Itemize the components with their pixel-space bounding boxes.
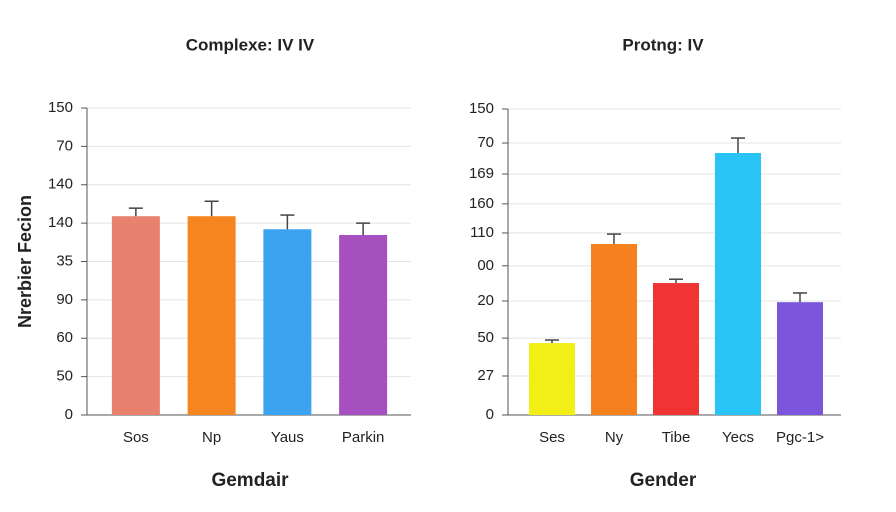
y-tick-label: 50 [56,368,73,385]
bar [263,229,312,415]
bar [187,216,236,415]
x-tick-label: Np [202,429,221,446]
x-tick-label: Yecs [722,429,754,446]
bar [653,283,699,415]
y-tick-label: 00 [477,257,494,274]
bar [339,235,388,415]
x-tick-label: Ny [605,429,624,446]
x-tick-label: Sos [123,429,149,446]
y-tick-label: 20 [477,292,494,309]
x-axis-label: Gemdair [211,470,289,491]
y-tick-label: 150 [48,99,73,116]
y-tick-label: 90 [56,291,73,308]
y-tick-label: 140 [48,176,73,193]
y-tick-label: 150 [469,100,494,117]
y-axis-label: Nrerbier Fecion [15,195,35,328]
y-tick-label: 0 [486,406,494,423]
y-tick-label: 50 [477,329,494,346]
y-tick-label: 35 [56,252,73,269]
x-tick-label: Ses [539,429,565,446]
x-tick-label: Pgc-1> [776,429,824,446]
y-tick-label: 27 [477,367,494,384]
y-tick-label: 110 [470,224,494,241]
bar [111,216,160,415]
x-tick-label: Tibe [662,429,691,446]
x-tick-label: Yaus [271,429,304,446]
y-tick-label: 70 [56,137,73,154]
bar [715,152,761,416]
x-tick-label: Parkin [342,429,385,446]
chart-title: Complexe: IV IV [186,35,315,54]
y-tick-label: 160 [469,195,494,212]
y-tick-label: 140 [48,214,73,231]
y-tick-label: 0 [65,406,73,423]
x-axis-label: Gender [630,470,697,491]
bar [777,302,823,415]
chart-title: Protng: IV [622,35,704,54]
y-tick-label: 60 [56,329,73,346]
bar [529,343,575,415]
y-tick-label: 169 [469,165,494,182]
y-tick-label: 70 [477,134,494,151]
bar [591,244,637,415]
